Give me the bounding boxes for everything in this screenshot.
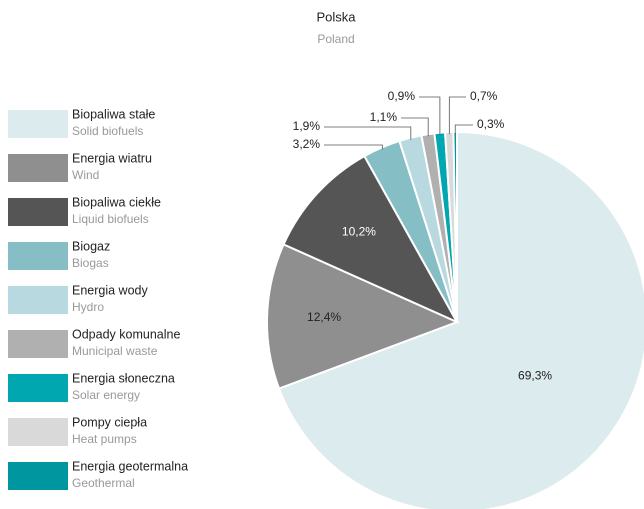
value-label: 1,1% <box>370 110 398 124</box>
legend-label-en: Geothermal <box>72 476 135 490</box>
legend-label-en: Liquid biofuels <box>72 212 149 226</box>
legend-swatch <box>8 110 68 138</box>
pie-slice <box>277 130 644 509</box>
legend-label-en: Solar energy <box>72 388 140 402</box>
legend-label: Pompy ciepła <box>72 415 147 429</box>
leader-line <box>324 144 383 150</box>
value-label: 1,9% <box>293 119 321 133</box>
value-label: 10,2% <box>342 224 376 238</box>
legend-label: Energia geotermalna <box>72 459 188 473</box>
leader-line <box>401 117 429 137</box>
leader-line <box>448 96 466 135</box>
chart-subtitle: Poland <box>317 32 354 46</box>
legend-swatch <box>8 286 68 314</box>
value-label: 12,4% <box>307 310 341 324</box>
value-label: 0,3% <box>477 117 505 131</box>
chart-title: Polska <box>316 9 356 24</box>
pie-slice <box>266 243 460 390</box>
legend-swatch <box>8 374 68 402</box>
pie-slice <box>282 154 460 325</box>
legend-label-en: Heat pumps <box>72 432 137 446</box>
legend-label-en: Hydro <box>72 300 104 314</box>
legend-label: Energia wody <box>72 283 148 297</box>
leader-line <box>324 126 412 140</box>
value-label: 0,7% <box>470 89 498 103</box>
legend-swatch <box>8 242 68 270</box>
legend-swatch <box>8 462 68 490</box>
legend-label-en: Wind <box>72 168 99 182</box>
legend-label-en: Solid biofuels <box>72 124 143 138</box>
value-label: 0,9% <box>388 89 416 103</box>
legend-label-en: Biogas <box>72 256 109 270</box>
legend-label: Energia wiatru <box>72 151 152 165</box>
legend-swatch <box>8 154 68 182</box>
legend-swatch <box>8 198 68 226</box>
legend-label: Energia słoneczna <box>72 371 175 385</box>
legend-label-en: Municipal waste <box>72 344 158 358</box>
legend-label: Odpady komunalne <box>72 327 180 341</box>
legend-label: Biopaliwa stałe <box>72 107 155 121</box>
leader-line <box>454 124 473 135</box>
legend-swatch <box>8 330 68 358</box>
legend-label: Biopaliwa ciekłe <box>72 195 161 209</box>
value-label: 3,2% <box>293 137 321 151</box>
legend-swatch <box>8 418 68 446</box>
leader-line <box>419 96 441 135</box>
legend-label: Biogaz <box>72 239 110 253</box>
value-label: 69,3% <box>518 368 552 382</box>
